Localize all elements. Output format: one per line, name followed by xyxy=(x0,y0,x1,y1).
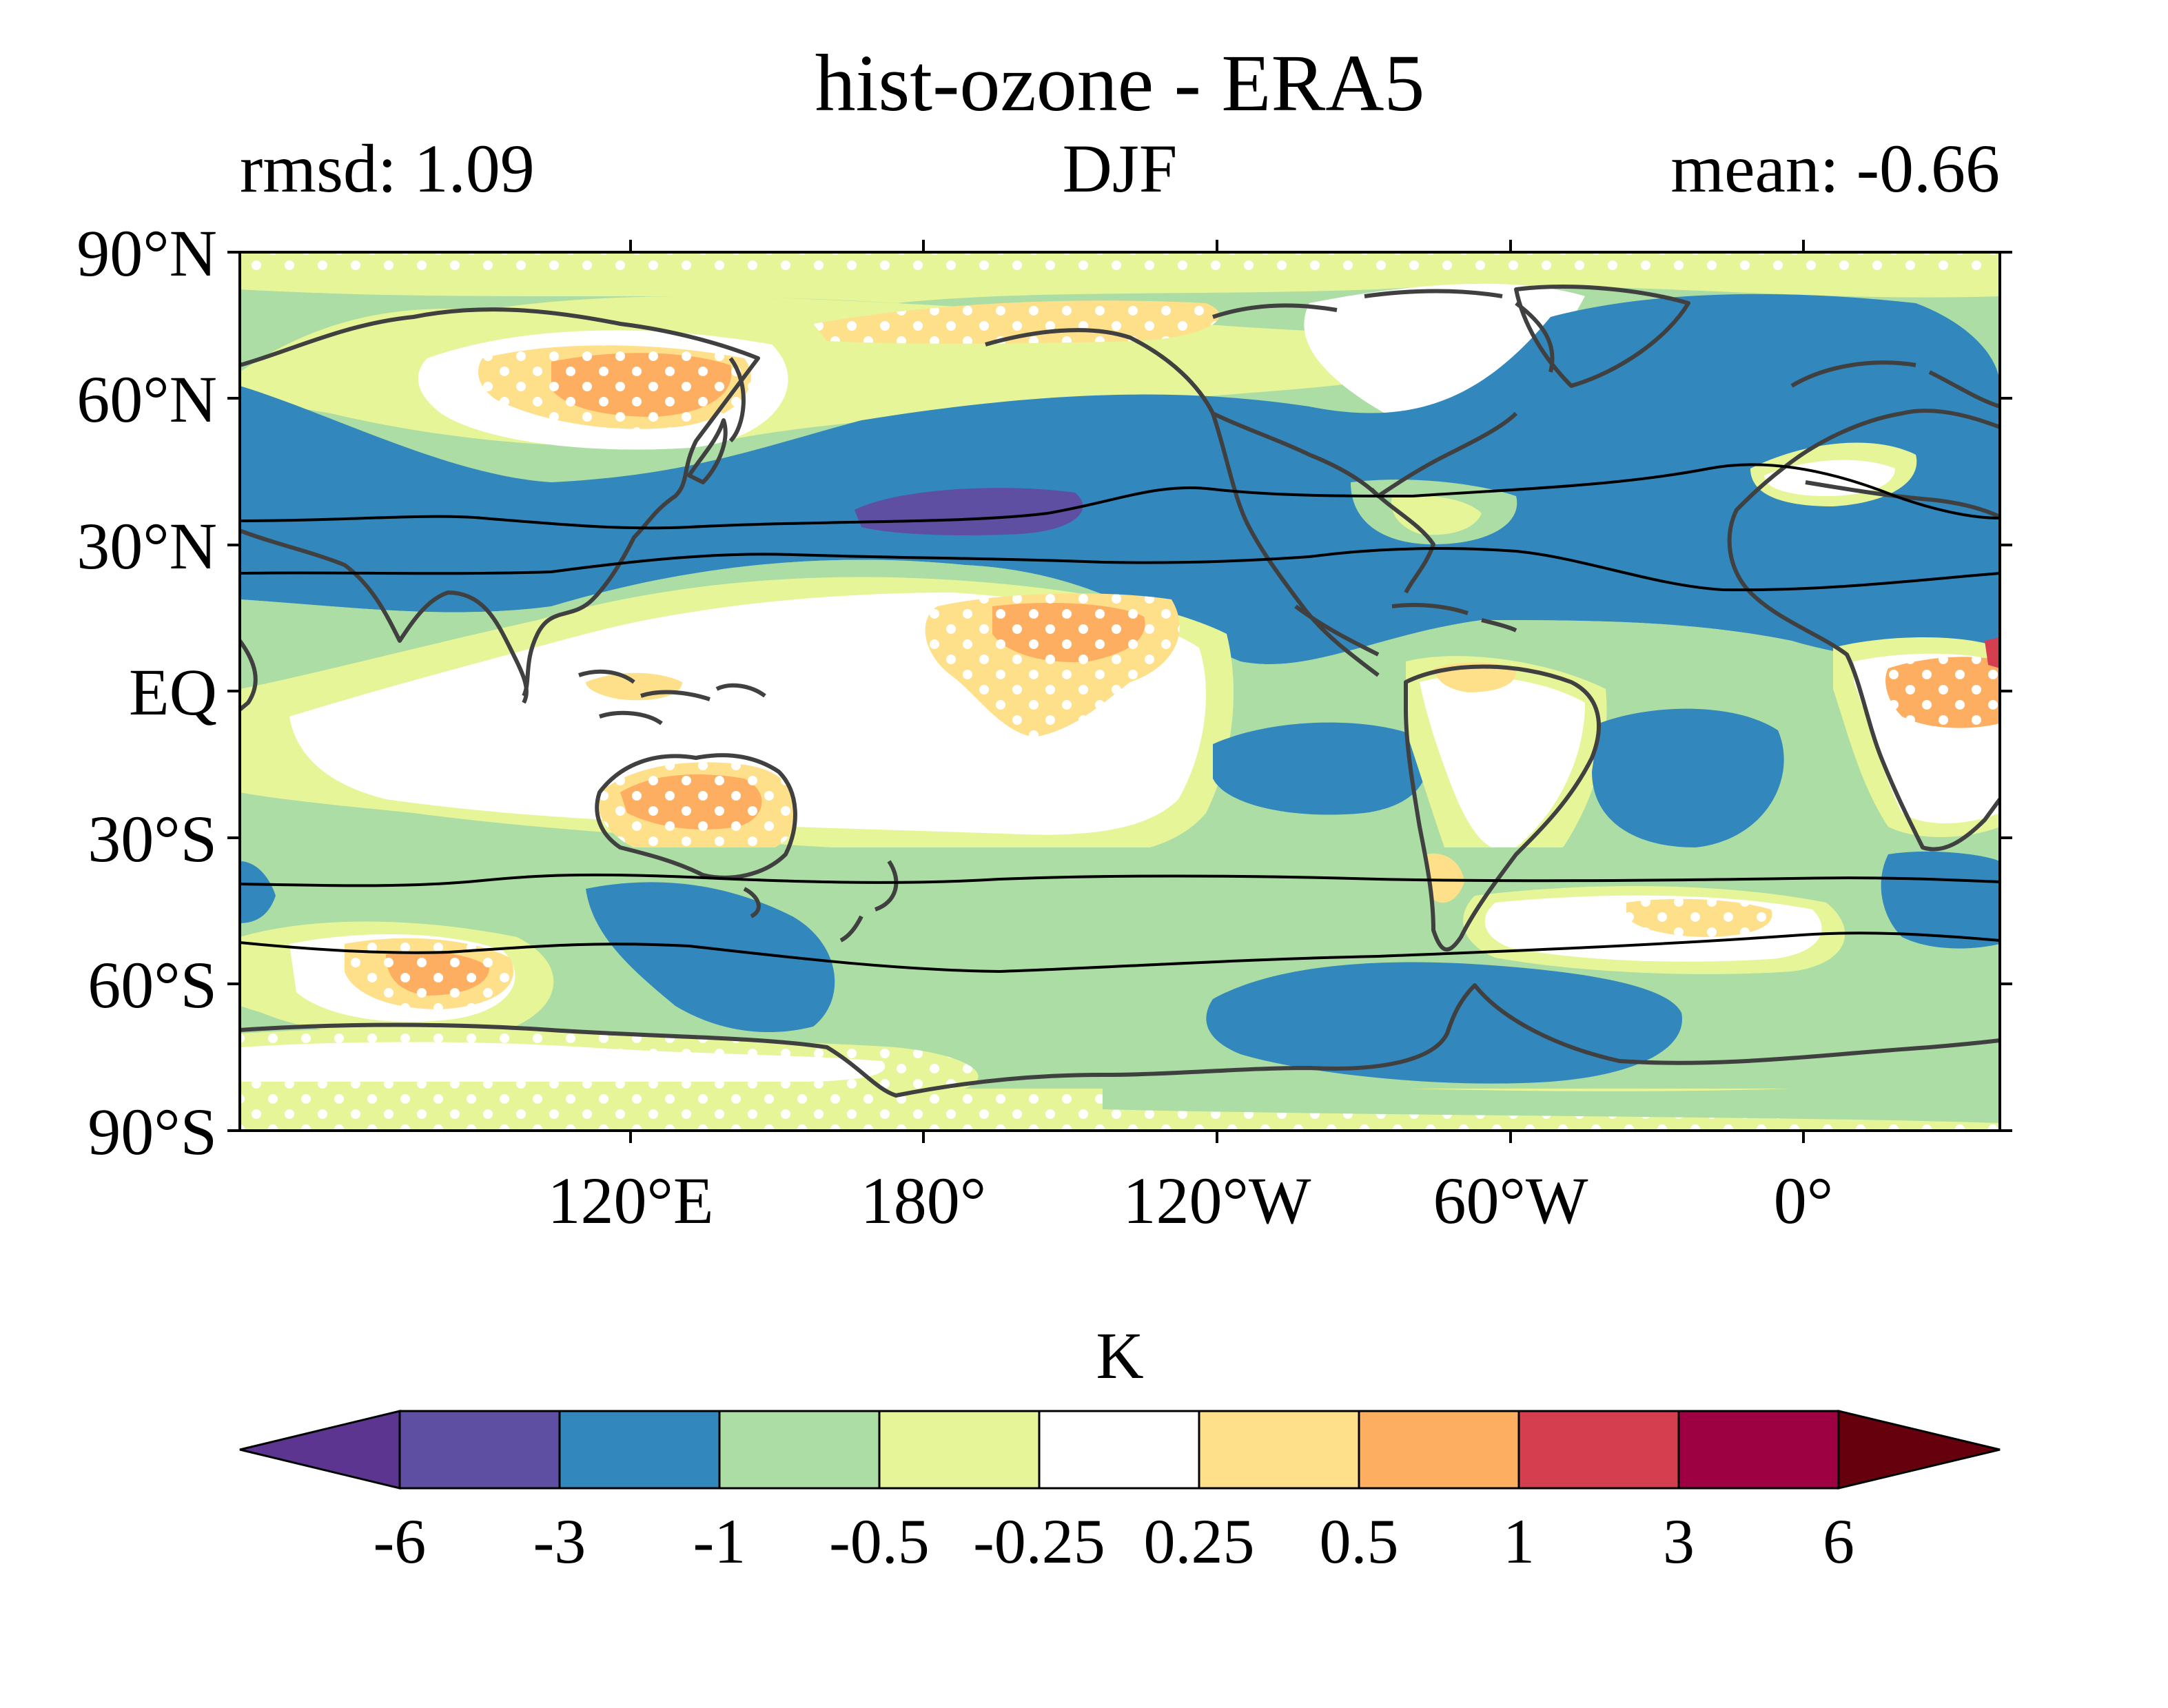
colorbar-tick: -0.25 xyxy=(973,1506,1105,1576)
map-title: hist-ozone - ERA5 xyxy=(815,38,1425,128)
sh-blue-west xyxy=(240,861,276,923)
colorbar-tick: 3 xyxy=(1663,1506,1695,1576)
colorbar-tick: -6 xyxy=(374,1506,427,1576)
arctic-dots xyxy=(240,252,2000,274)
colorbar-swatch xyxy=(1517,1410,1680,1490)
axis-ticks xyxy=(227,240,2012,1143)
colorbar-swatch xyxy=(558,1410,721,1490)
season-label: DJF xyxy=(1063,130,1178,207)
lon-label: 0° xyxy=(1774,1164,1833,1237)
lat-label: 60°N xyxy=(76,362,217,436)
colorbar-tick: 0.5 xyxy=(1320,1506,1399,1576)
lon-label: 180° xyxy=(861,1164,986,1237)
lat-label: 60°S xyxy=(88,948,217,1022)
colorbar-swatch xyxy=(1677,1410,1840,1490)
lat-label: 30°N xyxy=(76,509,217,583)
colorbar-tick: -3 xyxy=(533,1506,586,1576)
colorbar-swatch xyxy=(1038,1410,1200,1490)
map-panel xyxy=(240,252,2000,1131)
antarctic-east-green xyxy=(1103,1075,2000,1123)
south-atlantic-blue xyxy=(1592,708,1784,847)
sh-blue-east xyxy=(1881,851,2000,949)
arctic-white xyxy=(240,274,2000,303)
colorbar-extend-min xyxy=(239,1410,401,1490)
colorbar-swatch xyxy=(1358,1410,1520,1490)
lat-label: 30°S xyxy=(88,802,217,876)
south-america-dots xyxy=(1420,676,1585,851)
coastlines xyxy=(240,285,2000,1098)
siberia-positive-dots xyxy=(478,345,751,429)
pacific-positive-dots xyxy=(925,593,1180,737)
colorbar-tick: 0.25 xyxy=(1144,1506,1255,1576)
colorbar-swatch xyxy=(398,1410,561,1490)
colorbar-swatch xyxy=(718,1410,881,1490)
colorbar-tick: -0.5 xyxy=(829,1506,930,1576)
rmsd-label: rmsd: 1.09 xyxy=(240,130,535,207)
lon-label: 60°W xyxy=(1433,1164,1588,1237)
nh-blue-band xyxy=(240,294,2000,675)
colorbar-label: K xyxy=(1096,1319,1143,1392)
reference-contours xyxy=(240,463,2000,974)
colorbar-tick: -1 xyxy=(693,1506,746,1576)
colorbar-swatch xyxy=(1198,1410,1360,1490)
south-pacific-blue xyxy=(1213,722,1428,815)
sh-positive-west-dots xyxy=(289,934,515,1022)
patagonia-patch xyxy=(1426,853,1464,903)
colorbar-swatch xyxy=(878,1410,1041,1490)
colorbar-tick: 1 xyxy=(1503,1506,1535,1576)
lat-label: EQ xyxy=(129,655,217,729)
lon-labels: 120°E 180° 120°W 60°W 0° xyxy=(547,1164,1833,1237)
antarctic-blue xyxy=(1206,962,1682,1084)
lat-labels: 90°N 60°N 30°N EQ 30°S 60°S 90°S xyxy=(76,216,217,1169)
lon-label: 120°E xyxy=(547,1164,713,1237)
colorbar-tick: 6 xyxy=(1823,1506,1854,1576)
lon-label: 120°W xyxy=(1123,1164,1311,1237)
colorbar-tick-labels: -6 -3 -1 -0.5 -0.25 0.25 0.5 1 3 6 xyxy=(374,1506,1854,1576)
sh-positive-atlantic-dots xyxy=(1484,895,1822,962)
australia-dots xyxy=(600,762,797,864)
mean-label: mean: -0.66 xyxy=(1670,130,2000,207)
canada-dots xyxy=(1304,283,1585,455)
sh-blue-pacific xyxy=(586,882,835,1033)
colorbar: K -6 -3 -1 -0.5 -0.25 0.25 0.5 1 3 6 xyxy=(239,1319,2001,1576)
lat-label: 90°S xyxy=(88,1095,217,1169)
lat-label: 90°N xyxy=(76,216,217,290)
colorbar-extend-max xyxy=(1837,1410,2001,1490)
nh-purple xyxy=(855,488,1083,535)
